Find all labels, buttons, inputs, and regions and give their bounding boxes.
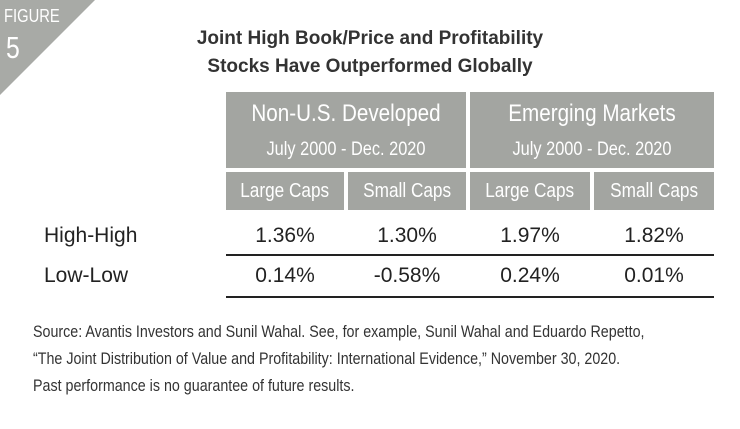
group-header-non-us-developed: Non-U.S. Developed July 2000 - Dec. 2020 — [226, 92, 466, 168]
source-line-2: “The Joint Distribution of Value and Pro… — [33, 349, 621, 368]
table-cell: 1.82% — [624, 224, 684, 247]
column-header-label: Small Caps — [610, 180, 698, 202]
column-header: Large Caps — [226, 172, 344, 210]
title-line-1: Joint High Book/Price and Profitability — [196, 28, 544, 49]
column-header-label: Large Caps — [485, 180, 575, 202]
table-bottom-rule — [226, 296, 714, 298]
column-header-label: Large Caps — [240, 180, 330, 202]
row-label: Low-Low — [44, 264, 129, 287]
table-cell: 1.97% — [500, 224, 560, 247]
column-header: Small Caps — [594, 172, 714, 210]
table-cell: 0.01% — [624, 264, 684, 287]
figure-number: 5 — [6, 30, 20, 65]
group-name: Emerging Markets — [508, 100, 676, 127]
title-line-2: Stocks Have Outperformed Globally — [207, 56, 533, 77]
row-label: High-High — [44, 224, 138, 247]
table-cell: 1.36% — [255, 224, 315, 247]
group-name: Non-U.S. Developed — [251, 100, 441, 127]
source-line-1: Source: Avantis Investors and Sunil Waha… — [33, 322, 645, 341]
figure-label: FIGURE — [4, 6, 60, 26]
group-period: July 2000 - Dec. 2020 — [266, 139, 426, 160]
column-header: Small Caps — [348, 172, 466, 210]
column-header: Large Caps — [470, 172, 590, 210]
table-cell: 0.14% — [255, 264, 315, 287]
table-cell: 0.24% — [500, 264, 560, 287]
row-divider — [226, 254, 714, 256]
source-line-3: Past performance is no guarantee of futu… — [33, 376, 355, 395]
column-header-label: Small Caps — [363, 180, 451, 202]
table-cell: 1.30% — [377, 224, 437, 247]
group-period: July 2000 - Dec. 2020 — [512, 139, 672, 160]
group-header-emerging-markets: Emerging Markets July 2000 - Dec. 2020 — [470, 92, 714, 168]
table-cell: -0.58% — [373, 264, 441, 287]
